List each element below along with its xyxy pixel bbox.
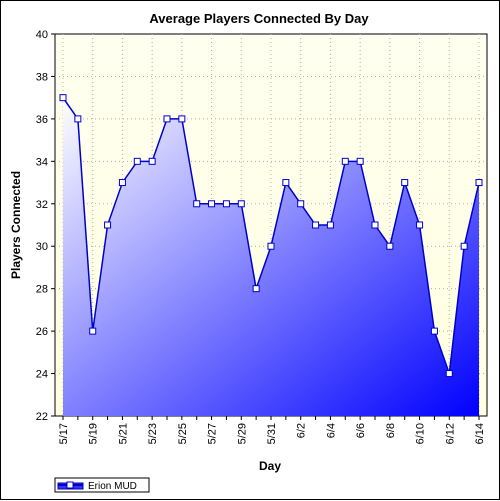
x-tick-label: 6/8 [385,423,397,438]
x-tick-label: 5/21 [117,423,129,444]
x-axis-ticks: 5/17 5/19 5/21 5/23 5/25 5/27 5/29 5/31 6/2 6/4 6/… [58,416,486,444]
data-point [356,157,364,165]
y-tick-label: 28 [36,284,48,296]
data-point [326,221,334,229]
y-tick-label: 40 [36,29,48,41]
x-tick-label: 5/31 [266,423,278,444]
x-tick-label: 5/27 [207,423,219,444]
x-tick-label: 5/29 [236,423,248,444]
series-markers [59,94,483,378]
y-axis-ticks: 22 24 26 28 30 32 34 36 38 40 [36,29,55,423]
data-point [222,200,230,208]
data-point [148,157,156,165]
data-point [133,157,141,165]
data-point [74,115,82,123]
x-tick-label: 5/19 [88,423,100,444]
data-point [445,370,453,378]
x-tick-label: 6/4 [325,423,337,438]
y-axis-title: Players Connected [9,171,23,279]
y-tick-label: 38 [36,71,48,83]
data-point [193,200,201,208]
data-point [89,327,97,335]
y-tick-label: 30 [36,241,48,253]
data-point [460,242,468,250]
x-tick-label: 6/10 [415,423,427,444]
data-point [208,200,216,208]
data-point [104,221,112,229]
x-tick-label: 5/25 [177,423,189,444]
y-tick-label: 36 [36,114,48,126]
chart-title: Average Players Connected By Day [149,11,369,26]
legend-label: Erion MUD [88,481,137,492]
data-point [178,115,186,123]
x-tick-label: 6/6 [355,423,367,438]
y-tick-label: 26 [36,326,48,338]
data-point [312,221,320,229]
data-point [237,200,245,208]
x-axis-title: Day [259,459,281,473]
data-point [252,285,260,293]
data-point [282,179,290,187]
data-point [475,179,483,187]
legend-marker [66,481,74,489]
y-tick-label: 34 [36,156,48,168]
data-point [371,221,379,229]
data-point [386,242,394,250]
x-tick-label: 6/2 [296,423,308,438]
data-point [416,221,424,229]
data-point [430,327,438,335]
data-point [267,242,275,250]
x-tick-label: 6/14 [474,423,486,444]
legend: Erion MUD [54,477,150,493]
y-tick-label: 32 [36,199,48,211]
data-point [163,115,171,123]
x-tick-label: 5/23 [147,423,159,444]
y-tick-label: 24 [36,369,48,381]
data-point [341,157,349,165]
data-point [401,179,409,187]
x-tick-label: 6/12 [444,423,456,444]
data-point [297,200,305,208]
x-tick-label: 5/17 [58,423,70,444]
data-point [118,179,126,187]
series-area-fill [63,97,479,417]
data-point [59,94,67,102]
y-tick-label: 22 [36,411,48,423]
